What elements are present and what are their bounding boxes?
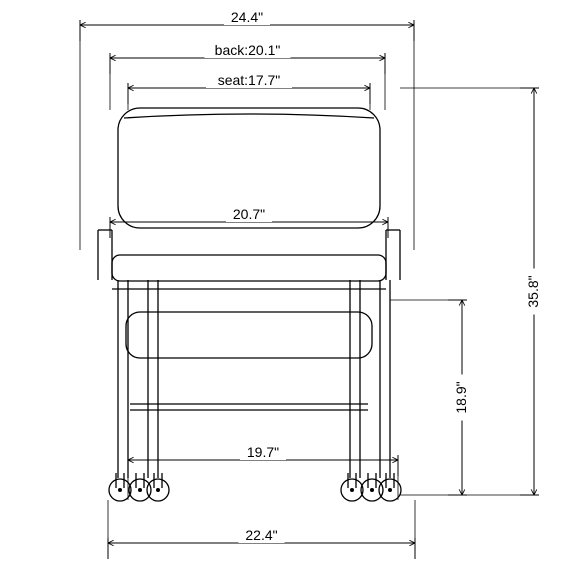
dim-seat-height: 18.9": [453, 381, 469, 413]
dim-overall-height: 35.8": [525, 275, 541, 307]
dim-inner-arm-width: 20.7": [233, 206, 265, 222]
chair-outline: [98, 108, 401, 501]
dim-wheel-inner-width: 19.7": [247, 444, 279, 460]
dim-back-width: back:20.1": [215, 42, 281, 58]
chair-dimension-drawing: 24.4" back:20.1" seat:17.7" 20.7" 19.7" 22.4"…: [0, 0, 576, 576]
dim-base-width: 22.4": [245, 527, 277, 543]
dim-overall-width: 24.4": [231, 9, 263, 25]
dimension-lines: 24.4" back:20.1" seat:17.7" 20.7" 19.7" 22.4"…: [80, 9, 546, 559]
dim-seat-width: seat:17.7": [218, 72, 281, 88]
